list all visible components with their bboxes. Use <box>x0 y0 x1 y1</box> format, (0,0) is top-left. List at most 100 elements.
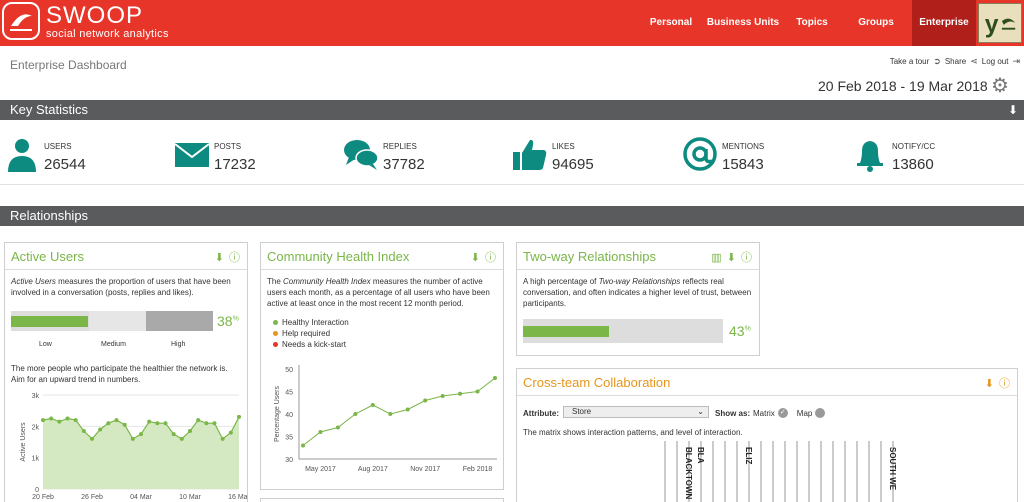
matrix-column-label: BLACKTOWN <box>684 447 693 500</box>
card-divider <box>261 269 503 270</box>
legend-dot <box>273 342 278 348</box>
series-line <box>302 377 496 446</box>
attribute-select[interactable]: Store ⌄ <box>563 406 709 418</box>
data-point <box>335 425 340 430</box>
card-description: The matrix shows interaction patterns, a… <box>523 428 743 437</box>
option-map-label[interactable]: Map <box>796 408 813 418</box>
data-point <box>212 421 217 426</box>
nav-personal[interactable]: Personal <box>649 17 693 28</box>
y-axis-label: Percentage Users <box>274 385 281 442</box>
y-tick-label: 0 <box>35 487 39 494</box>
stat-label: USERS <box>44 142 72 151</box>
card-description: A high percentage of Two-way Relationshi… <box>523 276 755 309</box>
data-point <box>98 427 103 432</box>
data-point <box>106 421 111 426</box>
gear-icon[interactable]: ⚙ <box>991 75 1009 97</box>
card-divider <box>517 269 759 270</box>
stat-value: 37782 <box>383 156 425 173</box>
card-title: Cross-team Collaboration <box>523 375 671 390</box>
legend-label: Needs a kick-start <box>282 340 347 349</box>
at-sign-icon <box>683 137 717 171</box>
brand-tagline: social network analytics <box>46 28 169 40</box>
x-tick-label: 10 Mar <box>179 494 201 501</box>
legend-label: Help required <box>282 329 331 338</box>
percent-value: 43 <box>729 323 745 339</box>
meter-fill <box>523 326 609 337</box>
share-icon[interactable]: ⋖ <box>970 56 978 66</box>
desc-rest: measures the number of active users each… <box>267 277 490 308</box>
data-point <box>423 398 428 403</box>
relationships-title: Relationships <box>10 208 89 223</box>
desc-italic: Active Users <box>11 277 56 286</box>
take-tour-link[interactable]: Take a tour <box>889 57 930 66</box>
swoop-logo-icon[interactable] <box>2 2 40 40</box>
data-point <box>41 418 45 423</box>
data-point <box>114 418 119 423</box>
attribute-label: Attribute: <box>523 409 559 418</box>
main-nav: Personal Business Units Topics Groups En… <box>640 0 976 46</box>
data-point <box>493 376 497 380</box>
show-as-label: Show as: <box>715 409 751 418</box>
nav-enterprise[interactable]: Enterprise <box>912 0 976 46</box>
chart-download-info-icons[interactable]: ▥ ⬇ ⓘ <box>711 252 753 264</box>
data-point <box>220 436 225 441</box>
two-way-card: Two-way Relationships ▥ ⬇ ⓘ A high perce… <box>516 242 760 356</box>
logout-link[interactable]: Log out <box>981 57 1009 66</box>
data-point <box>204 421 209 426</box>
option-matrix-label[interactable]: Matrix <box>753 408 775 418</box>
meter-fill <box>11 316 88 327</box>
data-point <box>171 432 176 437</box>
stat-label: NOTIFY/CC <box>892 142 936 151</box>
area-fill <box>43 416 239 489</box>
svg-text:y: y <box>985 12 999 39</box>
key-statistics-title: Key Statistics <box>10 102 89 117</box>
nav-topics[interactable]: Topics <box>796 17 828 28</box>
share-link[interactable]: Share <box>944 57 967 66</box>
download-info-icons[interactable]: ⬇ ⓘ <box>984 378 1011 390</box>
data-point <box>147 419 152 424</box>
y-tick-label: 40 <box>285 412 293 419</box>
chat-bubbles-icon <box>344 140 379 170</box>
health-legend: Healthy Interaction Help required Needs … <box>273 317 349 350</box>
download-info-icons[interactable]: ⬇ ⓘ <box>470 252 497 264</box>
legend-kickstart: Needs a kick-start <box>273 339 349 350</box>
map-radio-icon[interactable] <box>815 408 826 418</box>
y-tick-label: 2k <box>32 424 40 431</box>
meter-medium <box>89 311 146 331</box>
bell-icon <box>857 141 883 172</box>
data-point <box>57 419 62 424</box>
page-title: Enterprise Dashboard <box>10 58 127 72</box>
data-point <box>475 389 480 394</box>
stat-notify-cc: NOTIFY/CC 13860 <box>852 134 1012 178</box>
logout-icon[interactable]: ⇥ <box>1012 56 1020 66</box>
user-avatar[interactable]: y <box>978 3 1022 43</box>
data-point <box>65 416 70 421</box>
download-info-icons[interactable]: ⬇ ⓘ <box>214 252 241 264</box>
x-tick-label: 16 Mar <box>228 494 247 501</box>
cross-team-card: Cross-team Collaboration ⬇ ⓘ Attribute: … <box>516 368 1018 502</box>
envelope-icon <box>174 143 210 167</box>
download-icon[interactable]: ⬇ <box>1007 103 1018 117</box>
x-tick-label: 20 Feb <box>32 494 54 501</box>
data-point <box>130 436 135 441</box>
percent-value: 38 <box>217 313 233 329</box>
y-tick-label: 3k <box>32 393 40 400</box>
relationships-header: Relationships <box>0 206 1024 226</box>
chevron-down-icon: ⌄ <box>697 407 704 416</box>
active-users-chart: 3k 2k 1k 0 Active Users 20 Feb 26 Feb 04 Mar 10 … <box>20 393 247 501</box>
stat-posts: POSTS 17232 <box>174 134 334 178</box>
data-point <box>73 418 78 423</box>
arrow-circle-icon[interactable]: ➲ <box>933 56 941 66</box>
card-title: Two-way Relationships <box>523 249 656 264</box>
data-point <box>370 403 375 407</box>
date-range[interactable]: 20 Feb 2018 - 19 Mar 2018 <box>818 78 988 94</box>
nav-business-units[interactable]: Business Units <box>706 17 780 28</box>
user-icon <box>8 139 36 172</box>
matrix-radio-check-icon[interactable]: ✓ <box>777 408 788 418</box>
card-title: Active Users <box>11 249 84 264</box>
matrix-column-label: SOUTH WE <box>888 447 897 491</box>
data-point <box>458 391 463 396</box>
scale-medium: Medium <box>101 341 126 348</box>
nav-groups[interactable]: Groups <box>858 17 894 28</box>
